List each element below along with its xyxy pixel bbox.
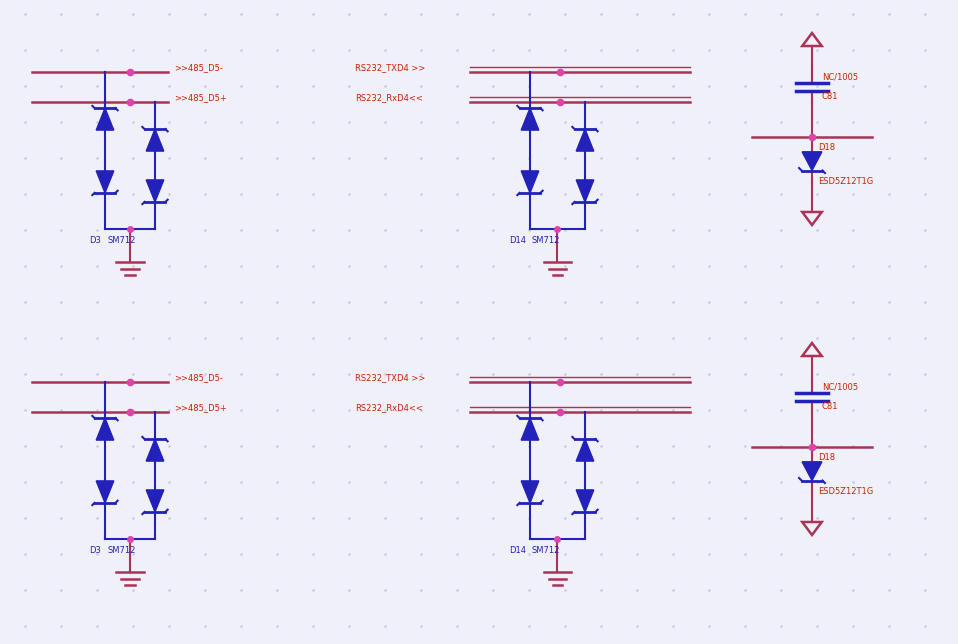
- Polygon shape: [802, 462, 822, 480]
- Polygon shape: [521, 171, 538, 193]
- Text: NC/1005: NC/1005: [822, 382, 858, 391]
- Polygon shape: [147, 439, 164, 461]
- Polygon shape: [147, 180, 164, 202]
- Text: D3: D3: [89, 236, 101, 245]
- Text: C81: C81: [822, 92, 838, 101]
- Text: D14: D14: [509, 236, 526, 245]
- Text: >>485_D5+: >>485_D5+: [174, 93, 227, 102]
- Text: NC/1005: NC/1005: [822, 72, 858, 81]
- Text: D18: D18: [818, 453, 835, 462]
- Text: SM712: SM712: [107, 546, 135, 555]
- Text: SM712: SM712: [532, 546, 560, 555]
- Text: SM712: SM712: [532, 236, 560, 245]
- Polygon shape: [96, 418, 114, 440]
- Polygon shape: [521, 481, 538, 503]
- Text: ESD5Z12T1G: ESD5Z12T1G: [818, 486, 874, 495]
- Polygon shape: [576, 180, 594, 202]
- Text: D3: D3: [89, 546, 101, 555]
- Text: SM712: SM712: [107, 236, 135, 245]
- Text: >>485_D5-: >>485_D5-: [174, 64, 223, 73]
- Text: >>485_D5-: >>485_D5-: [174, 374, 223, 383]
- Text: D14: D14: [509, 546, 526, 555]
- Polygon shape: [576, 439, 594, 461]
- Polygon shape: [521, 418, 538, 440]
- Polygon shape: [96, 481, 114, 503]
- Text: D18: D18: [818, 144, 835, 153]
- Polygon shape: [521, 108, 538, 130]
- Text: RS232_RxD4<<: RS232_RxD4<<: [355, 404, 422, 413]
- Polygon shape: [147, 129, 164, 151]
- Polygon shape: [576, 490, 594, 512]
- Polygon shape: [147, 490, 164, 512]
- Text: ESD5Z12T1G: ESD5Z12T1G: [818, 176, 874, 185]
- Text: RS232_TXD4 >>: RS232_TXD4 >>: [355, 374, 425, 383]
- Text: C81: C81: [822, 402, 838, 411]
- Polygon shape: [802, 152, 822, 171]
- Polygon shape: [96, 108, 114, 130]
- Text: RS232_TXD4 >>: RS232_TXD4 >>: [355, 64, 425, 73]
- Polygon shape: [96, 171, 114, 193]
- Polygon shape: [576, 129, 594, 151]
- Text: >>485_D5+: >>485_D5+: [174, 404, 227, 413]
- Text: RS232_RxD4<<: RS232_RxD4<<: [355, 93, 422, 102]
